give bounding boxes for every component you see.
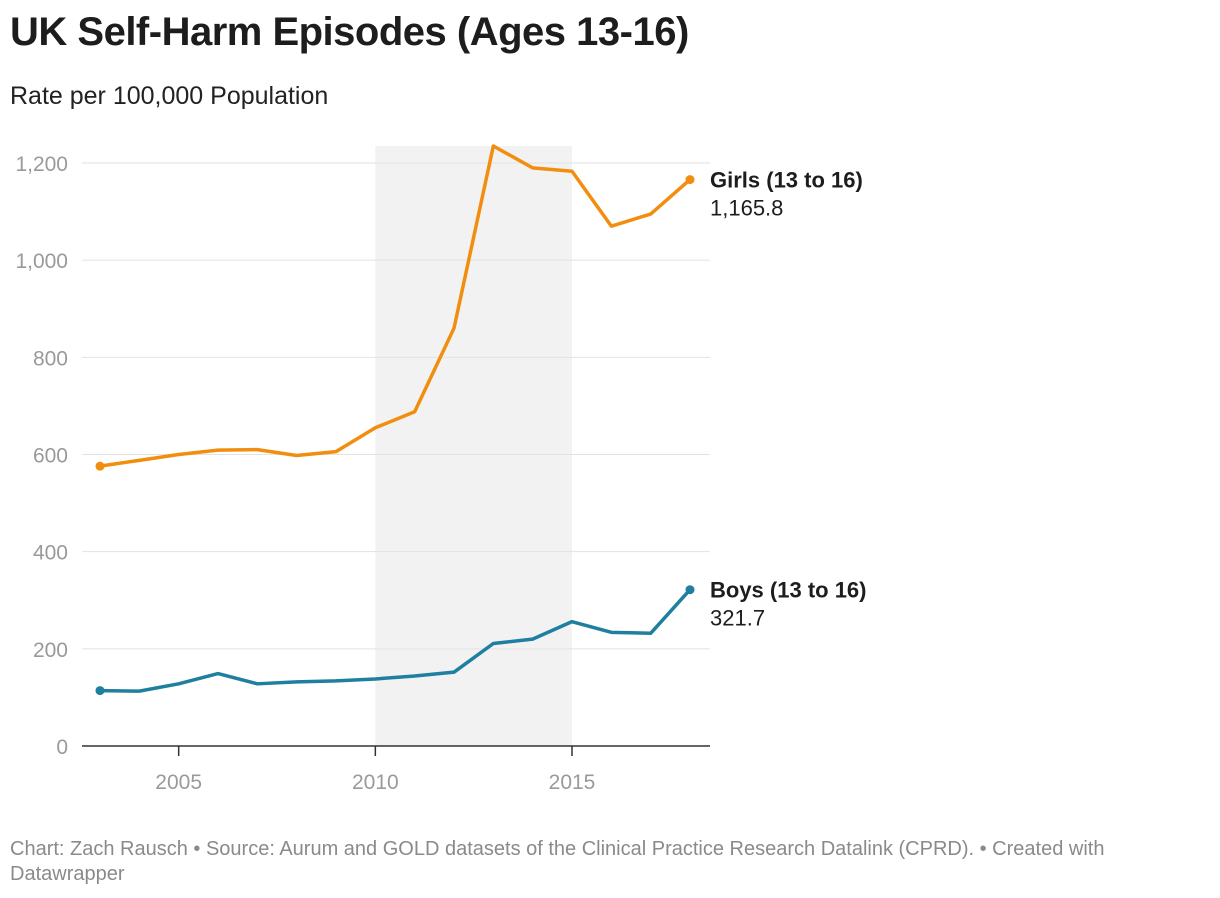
end-labels: Girls (13 to 16) 1,165.8 Boys (13 to 16) 32… xyxy=(710,168,867,631)
series-layer xyxy=(95,144,695,696)
series-value-label-boys: 321.7 xyxy=(710,606,765,631)
y-tick-label: 600 xyxy=(33,445,68,468)
series-value-label-girls: 1,165.8 xyxy=(710,196,783,221)
y-tick-label: 800 xyxy=(33,347,68,370)
y-tick-label: 1,200 xyxy=(15,153,68,176)
highlight-band xyxy=(375,146,572,746)
series-end-point-boys xyxy=(685,585,695,595)
x-tick-label: 2015 xyxy=(549,771,596,794)
line-chart: 0 200 400 600 800 1,000 1,200 2005 2010 2015 Gir… xyxy=(15,144,867,794)
y-tick-label: 0 xyxy=(56,736,68,759)
series-name-label-boys: Boys (13 to 16) xyxy=(710,578,867,603)
series-start-point-girls xyxy=(95,461,105,471)
series-line-girls xyxy=(98,144,692,468)
series-end-point-girls xyxy=(685,175,695,185)
chart-title: UK Self-Harm Episodes (Ages 13-16) xyxy=(10,10,689,54)
series-name-label-girls: Girls (13 to 16) xyxy=(710,168,863,193)
chart-footer: Chart: Zach Rausch • Source: Aurum and G… xyxy=(10,838,1105,885)
y-tick-label: 1,000 xyxy=(15,250,68,273)
chart-subtitle: Rate per 100,000 Population xyxy=(10,82,329,110)
gridlines: 0 200 400 600 800 1,000 1,200 xyxy=(15,153,710,759)
series-line-boys xyxy=(98,587,692,693)
x-axis: 2005 2010 2015 xyxy=(82,745,710,794)
series-start-point-boys xyxy=(95,686,105,696)
x-tick-label: 2010 xyxy=(352,771,399,794)
y-tick-label: 400 xyxy=(33,542,68,565)
x-tick-label: 2005 xyxy=(155,771,202,794)
highlight-band-layer xyxy=(375,146,572,746)
y-tick-label: 200 xyxy=(33,639,68,662)
